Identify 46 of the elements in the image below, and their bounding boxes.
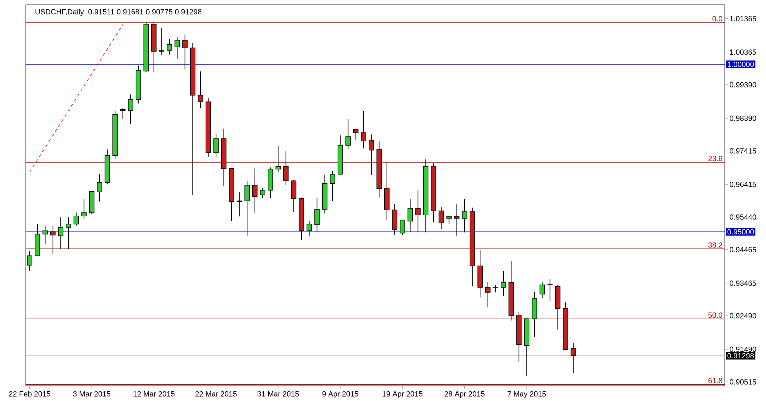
candlestick [314, 197, 320, 234]
candlestick [268, 167, 274, 199]
candlestick [167, 38, 172, 56]
candlestick [306, 220, 312, 238]
candlestick [384, 162, 390, 221]
candlestick [485, 282, 491, 308]
candlestick [89, 190, 95, 215]
candlestick [214, 134, 219, 158]
candlestick [361, 111, 366, 149]
candlestick [548, 278, 553, 302]
candlestick [408, 199, 414, 234]
candlestick [368, 134, 374, 176]
candlestick [198, 71, 204, 108]
candlestick [284, 150, 289, 186]
candlestick [74, 212, 80, 226]
candlestick [244, 180, 250, 236]
candlestick [501, 271, 506, 296]
candlestick [416, 190, 421, 234]
candlestick [570, 342, 576, 374]
candlestick [260, 188, 266, 199]
candlestick [128, 94, 134, 125]
candlestick [454, 204, 460, 236]
candlestick [182, 34, 188, 70]
candlestick [50, 226, 56, 255]
candlestick [66, 217, 72, 250]
candlestick [532, 292, 538, 338]
candlestick [392, 204, 398, 236]
candlestick [346, 119, 351, 150]
candlestick [97, 174, 102, 202]
candlestick [462, 199, 468, 234]
candlestick [252, 168, 258, 214]
candlestick [438, 206, 444, 230]
candlestick [82, 199, 87, 220]
candlestick [159, 28, 165, 56]
candlestick [58, 217, 64, 250]
candlestick [478, 250, 483, 298]
candlestick [42, 226, 48, 245]
candlestick [353, 129, 359, 141]
candlestick [555, 284, 561, 330]
candlestick [291, 180, 297, 213]
candlestick [174, 36, 180, 60]
candlestick [400, 220, 406, 236]
candlestick [35, 224, 40, 257]
candlestick [330, 171, 336, 202]
candlestick [540, 282, 546, 299]
candlestick [120, 108, 126, 120]
